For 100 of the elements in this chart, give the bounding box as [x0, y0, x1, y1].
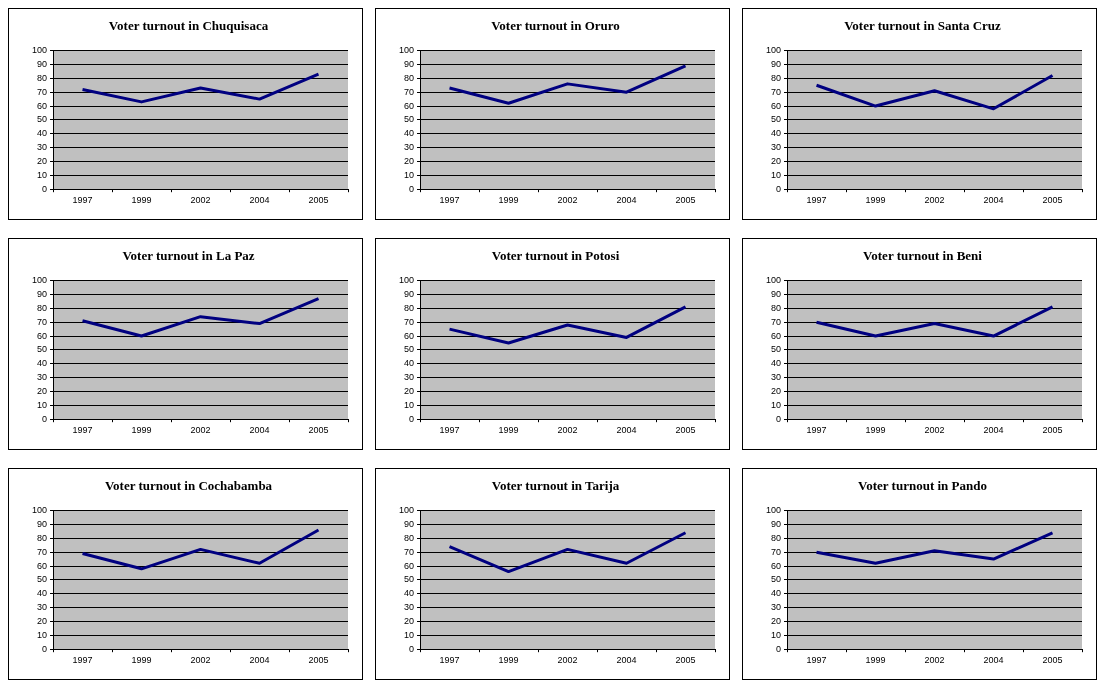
chart-title: Voter turnout in Pando: [858, 478, 987, 494]
y-tick-label: 80: [771, 532, 782, 543]
y-tick-label: 90: [771, 288, 782, 299]
y-tick-label: 40: [771, 588, 782, 599]
y-tick-label: 40: [37, 128, 48, 139]
x-tick-label: 1999: [498, 655, 519, 666]
y-tick-label: 30: [771, 372, 782, 383]
y-tick-label: 30: [404, 372, 415, 383]
y-tick-label: 20: [771, 155, 782, 166]
y-tick-label: 20: [404, 615, 415, 626]
y-tick-label: 30: [404, 602, 415, 613]
y-tick-label: 10: [771, 169, 782, 180]
y-tick-label: 70: [771, 546, 782, 557]
x-tick-label: 2005: [308, 655, 329, 666]
y-tick-label: 50: [37, 574, 48, 585]
y-tick-label: 80: [404, 532, 415, 543]
y-tick-label: 40: [771, 128, 782, 139]
y-tick-label: 10: [37, 629, 48, 640]
y-tick-label: 50: [37, 344, 48, 355]
y-tick-label: 90: [404, 288, 415, 299]
x-tick-label: 1999: [865, 425, 886, 436]
x-tick-label: 2002: [924, 425, 945, 436]
y-tick-label: 80: [404, 72, 415, 83]
x-tick-label: 1997: [439, 655, 460, 666]
y-tick-label: 70: [771, 316, 782, 327]
x-tick-label: 2002: [190, 425, 211, 436]
y-tick-label: 10: [404, 399, 415, 410]
y-tick-label: 10: [37, 399, 48, 410]
y-tick-label: 30: [404, 142, 415, 153]
y-tick-label: 0: [42, 643, 48, 654]
y-tick-label: 60: [37, 560, 48, 571]
y-tick-label: 80: [37, 72, 48, 83]
y-tick-label: 70: [37, 316, 48, 327]
y-tick-label: 100: [31, 505, 48, 516]
y-tick-label: 60: [771, 560, 782, 571]
y-tick-label: 20: [37, 385, 48, 396]
y-tick-label: 0: [42, 183, 48, 194]
x-tick-label: 1997: [439, 195, 460, 206]
x-tick-label: 1997: [72, 425, 93, 436]
x-tick-label: 2002: [190, 195, 211, 206]
x-tick-label: 1997: [72, 195, 93, 206]
y-tick-label: 10: [404, 629, 415, 640]
y-tick-label: 60: [404, 100, 415, 111]
x-tick-label: 1999: [131, 195, 152, 206]
y-tick-label: 10: [771, 629, 782, 640]
x-tick-label: 1999: [131, 425, 152, 436]
y-tick-label: 20: [771, 385, 782, 396]
x-tick-label: 2002: [557, 195, 578, 206]
y-tick-label: 0: [776, 413, 782, 424]
y-tick-label: 30: [37, 372, 48, 383]
x-tick-label: 2004: [249, 655, 270, 666]
x-tick-label: 1999: [865, 195, 886, 206]
y-tick-label: 100: [31, 45, 48, 56]
y-tick-label: 100: [398, 505, 415, 516]
y-tick-label: 60: [404, 330, 415, 341]
y-tick-label: 100: [765, 505, 782, 516]
y-tick-label: 20: [404, 155, 415, 166]
y-tick-label: 80: [771, 72, 782, 83]
y-tick-label: 50: [404, 574, 415, 585]
x-tick-label: 2004: [616, 425, 637, 436]
y-tick-label: 10: [37, 169, 48, 180]
x-tick-label: 2004: [983, 655, 1004, 666]
x-tick-label: 2004: [983, 195, 1004, 206]
y-tick-label: 20: [404, 385, 415, 396]
x-tick-label: 1999: [498, 425, 519, 436]
y-tick-label: 70: [37, 86, 48, 97]
y-tick-label: 0: [776, 643, 782, 654]
y-tick-label: 100: [398, 45, 415, 56]
y-tick-label: 20: [37, 615, 48, 626]
chart-title: Voter turnout in Oruro: [491, 18, 620, 34]
y-tick-label: 90: [37, 288, 48, 299]
y-tick-label: 80: [404, 302, 415, 313]
y-tick-label: 40: [37, 358, 48, 369]
chart-title: Voter turnout in Potosi: [491, 248, 620, 264]
y-tick-label: 100: [765, 45, 782, 56]
y-tick-label: 30: [37, 142, 48, 153]
y-tick-label: 40: [404, 588, 415, 599]
x-tick-label: 1997: [806, 655, 827, 666]
y-tick-label: 90: [771, 58, 782, 69]
y-tick-label: 90: [404, 518, 415, 529]
y-tick-label: 60: [37, 330, 48, 341]
x-tick-label: 1999: [131, 655, 152, 666]
y-tick-label: 90: [771, 518, 782, 529]
x-tick-label: 2005: [675, 655, 696, 666]
x-tick-label: 2002: [190, 655, 211, 666]
x-tick-label: 2004: [616, 195, 637, 206]
y-tick-label: 60: [771, 100, 782, 111]
y-tick-label: 80: [37, 532, 48, 543]
y-tick-label: 70: [404, 546, 415, 557]
x-tick-label: 1997: [72, 655, 93, 666]
y-tick-label: 30: [37, 602, 48, 613]
y-tick-label: 30: [771, 602, 782, 613]
x-tick-label: 1997: [806, 425, 827, 436]
y-tick-label: 50: [404, 344, 415, 355]
y-tick-label: 80: [37, 302, 48, 313]
x-tick-label: 2005: [1042, 655, 1063, 666]
x-tick-label: 1997: [439, 425, 460, 436]
y-tick-label: 20: [771, 615, 782, 626]
y-tick-label: 50: [771, 114, 782, 125]
y-tick-label: 0: [409, 643, 415, 654]
